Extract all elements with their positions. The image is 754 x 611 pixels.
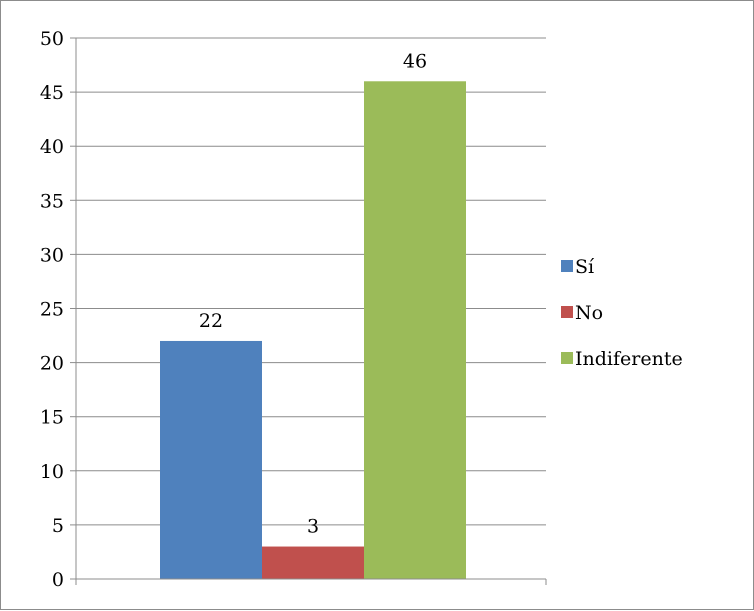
legend-label-1: Sí	[575, 256, 595, 278]
y-tick-label: 15	[40, 407, 64, 429]
data-label-1: 22	[199, 310, 223, 332]
bar-2	[262, 546, 364, 579]
y-tick-label: 20	[40, 353, 64, 375]
bar-3	[364, 81, 466, 579]
y-tick-label: 35	[40, 190, 64, 212]
data-label-3: 46	[403, 50, 427, 72]
legend-swatch-1	[561, 260, 573, 272]
data-label-2: 3	[307, 516, 319, 538]
y-tick-label: 25	[40, 299, 64, 321]
y-tick-label: 30	[40, 244, 64, 266]
gridlines	[76, 37, 546, 526]
legend-label-2: No	[575, 302, 603, 324]
y-tick-label: 40	[40, 136, 64, 158]
legend-label-3: Indiferente	[575, 348, 683, 370]
legend: Sí No Indiferente	[561, 256, 683, 370]
legend-swatch-3	[561, 352, 573, 364]
data-labels: 22 3 46	[199, 50, 427, 537]
y-axis-ticks: 0 5 10 15 20 25 30 35 40 45 50	[40, 28, 76, 591]
y-tick-label: 50	[40, 28, 64, 50]
y-tick-label: 0	[52, 569, 64, 591]
y-tick-label: 10	[40, 461, 64, 483]
axes	[75, 38, 547, 585]
legend-swatch-2	[561, 306, 573, 318]
bar-1	[160, 340, 262, 579]
y-tick-label: 45	[40, 82, 64, 104]
y-tick-label: 5	[52, 515, 64, 537]
bars	[160, 81, 466, 579]
